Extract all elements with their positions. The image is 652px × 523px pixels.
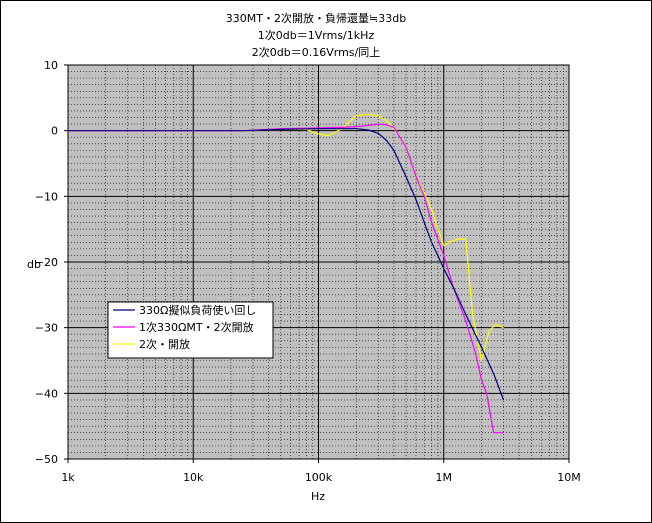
y-tick-label: −40	[35, 387, 58, 400]
x-tick-label: 1M	[436, 471, 453, 484]
x-axis-label: Hz	[311, 490, 325, 503]
y-axis-ticks: 10 0 −10 −20 −30 −40 −50	[35, 59, 68, 466]
series-line-1	[68, 128, 505, 401]
title-line-3: 2次0db＝0.16Vrms/同上	[252, 45, 380, 59]
y-tick-label: −20	[35, 256, 58, 269]
legend: 330Ω擬似負荷使い回し 1次330ΩMT・2次開放 2次・開放	[107, 301, 274, 359]
x-tick-label: 10M	[557, 471, 581, 484]
y-tick-label: 10	[44, 59, 58, 72]
legend-label-3: 2次・開放	[139, 337, 190, 351]
y-tick-label: −50	[35, 453, 58, 466]
legend-label-2: 1次330ΩMT・2次開放	[139, 320, 254, 334]
y-axis-label: db	[27, 258, 41, 271]
x-tick-label: 1k	[61, 471, 75, 484]
title-line-1: 330MT・2次開放・負帰還量≒33db	[226, 11, 406, 25]
x-axis-ticks: 1k 10k 100k 1M 10M	[61, 459, 581, 484]
series-lines	[68, 113, 505, 434]
y-tick-label: −30	[35, 322, 58, 335]
series-line-2	[68, 123, 504, 434]
legend-label-1: 330Ω擬似負荷使い回し	[139, 303, 256, 317]
legend-box	[107, 301, 274, 359]
y-tick-label: −10	[35, 190, 58, 203]
y-tick-label: 0	[51, 125, 58, 138]
x-tick-label: 10k	[183, 471, 204, 484]
chart-title: 330MT・2次開放・負帰還量≒33db 1次0db＝1Vrms/1kHz 2次…	[226, 11, 406, 59]
title-line-2: 1次0db＝1Vrms/1kHz	[258, 28, 375, 42]
x-tick-label: 100k	[305, 471, 333, 484]
